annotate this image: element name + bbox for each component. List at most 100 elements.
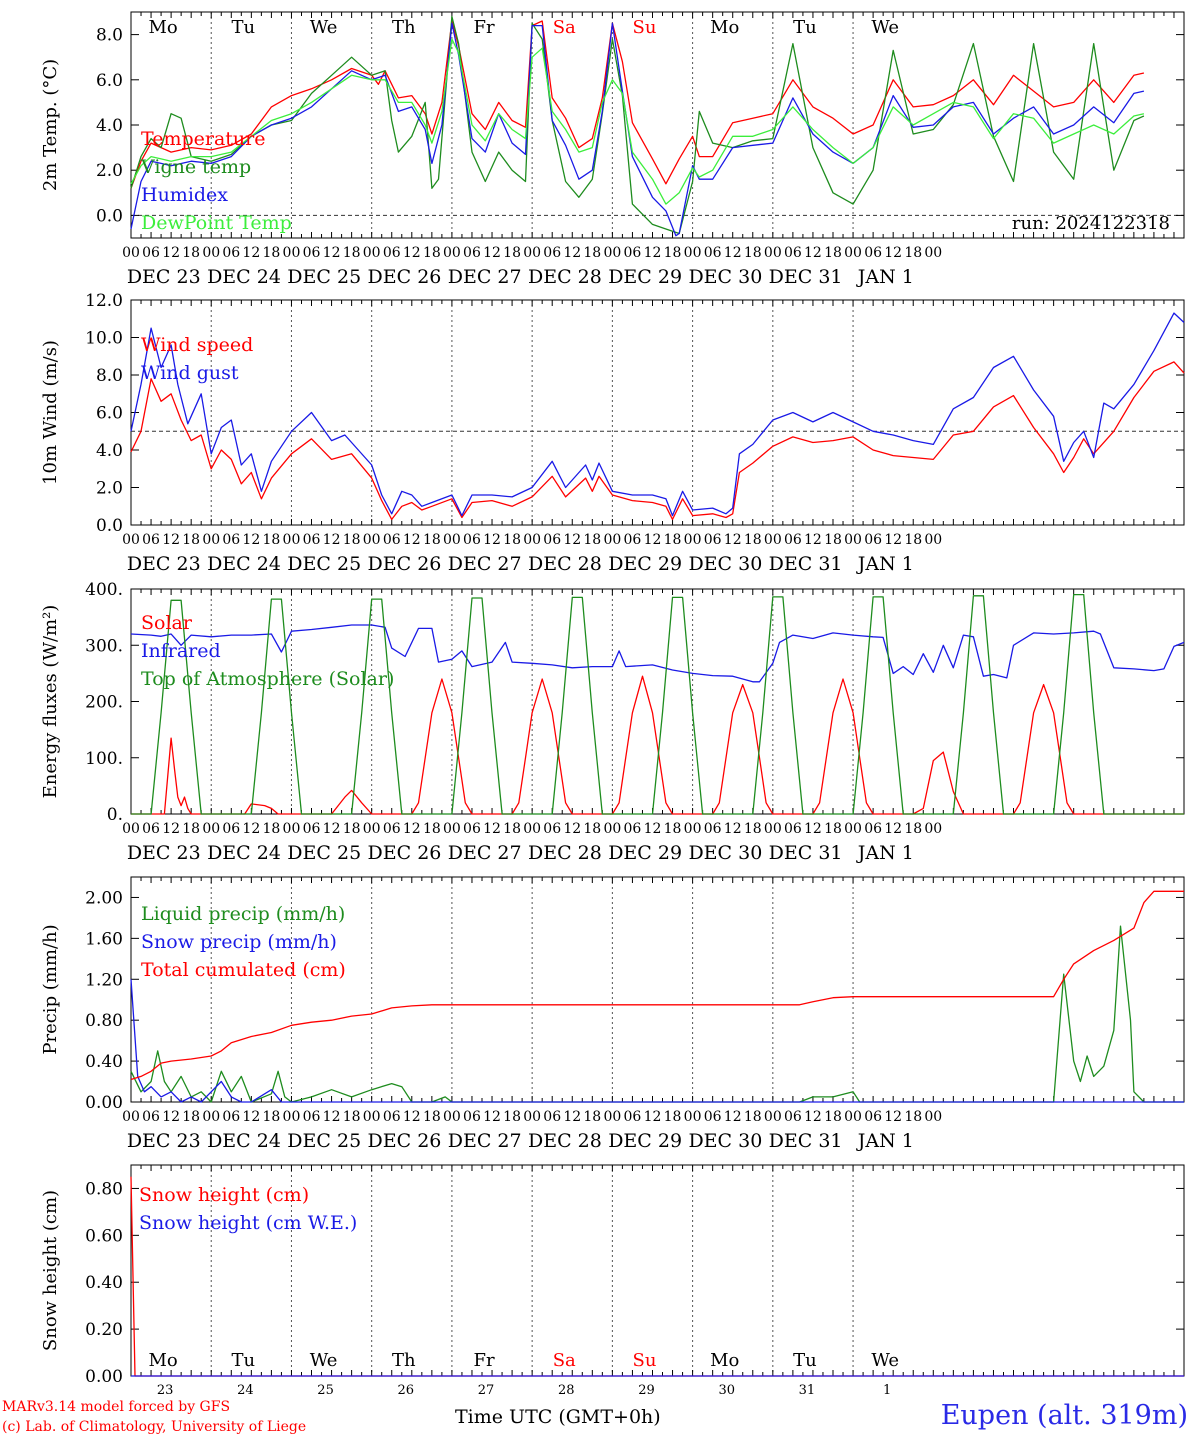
date-label: DEC 28 [528, 842, 602, 864]
hour-tick-label: 18 [503, 532, 521, 548]
hour-tick-label: 06 [142, 532, 160, 548]
y-tick-label: 300. [85, 636, 123, 656]
hour-tick-label: 06 [222, 821, 240, 837]
y-tick-label: 0.60 [85, 1226, 123, 1246]
hour-tick-label: 00 [844, 532, 862, 548]
hour-tick-label: 12 [323, 532, 341, 548]
hour-tick-label: 06 [864, 821, 882, 837]
hour-tick-label: 06 [624, 532, 642, 548]
hour-tick-label: 12 [242, 532, 260, 548]
y-tick-label: 0. [107, 805, 123, 825]
hour-tick-label: 00 [684, 1109, 702, 1125]
hour-tick-label: 06 [222, 532, 240, 548]
hour-tick-label: 06 [543, 532, 561, 548]
hour-tick-label: 00 [283, 1109, 301, 1125]
panel-3: 0. 100. 200. 300. 400. Energy fluxes (W/m²) 00… [40, 580, 1185, 864]
hour-tick-label: 06 [543, 821, 561, 837]
hour-tick-label: 06 [704, 245, 722, 261]
hour-tick-label: 06 [303, 1109, 321, 1125]
hour-tick-label: 00 [443, 245, 461, 261]
y-tick-label: 4.0 [96, 116, 123, 136]
legend-entry: Humidex [141, 184, 228, 206]
weekday-label: Mo [710, 17, 739, 38]
hour-tick-label: 00 [122, 821, 140, 837]
date-label: DEC 26 [368, 842, 442, 864]
hour-tick-label: 18 [583, 1109, 601, 1125]
y-axis-title: 10m Wind (m/s) [40, 340, 61, 485]
hour-tick-label: 18 [503, 821, 521, 837]
hour-tick-label: 00 [283, 532, 301, 548]
series-line-vigne-temp [130, 15, 1145, 235]
date-label: DEC 26 [368, 266, 442, 288]
y-tick-label: 0.80 [85, 1179, 123, 1199]
date-label: JAN 1 [856, 553, 914, 575]
hour-tick-label: 12 [804, 245, 822, 261]
hour-tick-label: 00 [844, 821, 862, 837]
hour-tick-label: 06 [463, 245, 481, 261]
hour-tick-label: 12 [804, 532, 822, 548]
hour-tick-label: 00 [202, 532, 220, 548]
hour-tick-label: 00 [283, 245, 301, 261]
hour-tick-label: 18 [583, 532, 601, 548]
hour-tick-label: 06 [383, 532, 401, 548]
hour-tick-label: 00 [684, 532, 702, 548]
plot-frame [130, 299, 1185, 526]
hour-tick-label: 18 [182, 821, 200, 837]
date-label: DEC 27 [448, 1130, 522, 1152]
legend-entry: Wind gust [141, 362, 239, 384]
hour-tick-label: 00 [122, 245, 140, 261]
legend-entry: DewPoint Temp [141, 212, 292, 234]
day-number-label: 26 [398, 1383, 415, 1398]
hour-tick-label: 12 [483, 821, 501, 837]
hour-tick-label: 18 [262, 1109, 280, 1125]
y-tick-label: 0.0 [96, 516, 123, 536]
series-line-infrared [130, 624, 1185, 683]
hour-tick-label: 18 [904, 821, 922, 837]
hour-tick-label: 18 [583, 821, 601, 837]
hour-tick-label: 00 [684, 821, 702, 837]
hour-tick-label: 12 [563, 1109, 581, 1125]
hour-tick-label: 18 [503, 1109, 521, 1125]
hour-tick-label: 12 [162, 532, 180, 548]
hour-tick-label: 06 [142, 1109, 160, 1125]
date-label: DEC 28 [528, 553, 602, 575]
series-line-humidex [130, 22, 1145, 237]
hour-tick-label: 00 [924, 245, 942, 261]
weekday-label: We [310, 1350, 338, 1371]
y-axis-title: Snow height (cm) [40, 1190, 61, 1351]
hour-tick-label: 12 [323, 1109, 341, 1125]
hour-tick-label: 06 [704, 821, 722, 837]
y-tick-label: 200. [85, 693, 123, 713]
hour-tick-label: 12 [724, 1109, 742, 1125]
hour-tick-label: 18 [664, 245, 682, 261]
hour-tick-label: 18 [583, 245, 601, 261]
hour-tick-label: 12 [644, 821, 662, 837]
series-line-temperature [130, 20, 1145, 189]
hour-tick-label: 00 [844, 245, 862, 261]
series-line-solar [131, 675, 1184, 815]
date-label: DEC 27 [448, 266, 522, 288]
day-number-label: 24 [237, 1383, 254, 1398]
hour-tick-label: 18 [343, 245, 361, 261]
hour-tick-label: 12 [242, 1109, 260, 1125]
model-credit: MARv3.14 model forced by GFS [2, 1399, 231, 1415]
y-tick-label: 0.00 [85, 1093, 123, 1113]
y-axis-title: Energy fluxes (W/m²) [40, 605, 61, 799]
day-number-label: 25 [317, 1383, 334, 1398]
day-number-label: 28 [558, 1383, 575, 1398]
hour-tick-label: 00 [603, 532, 621, 548]
hour-tick-label: 18 [824, 1109, 842, 1125]
date-label: DEC 30 [688, 842, 762, 864]
hour-tick-label: 18 [503, 245, 521, 261]
hour-tick-label: 06 [463, 532, 481, 548]
hour-tick-label: 06 [864, 532, 882, 548]
hour-tick-label: 12 [483, 532, 501, 548]
legend-entry: Vigne temp [140, 156, 251, 178]
legend-entry: Wind speed [141, 334, 253, 356]
y-tick-label: 100. [85, 749, 123, 769]
hour-tick-label: 18 [423, 532, 441, 548]
y-tick-label: 0.00 [85, 1367, 123, 1387]
series-line-total-cumulated-cm- [130, 890, 1184, 1081]
